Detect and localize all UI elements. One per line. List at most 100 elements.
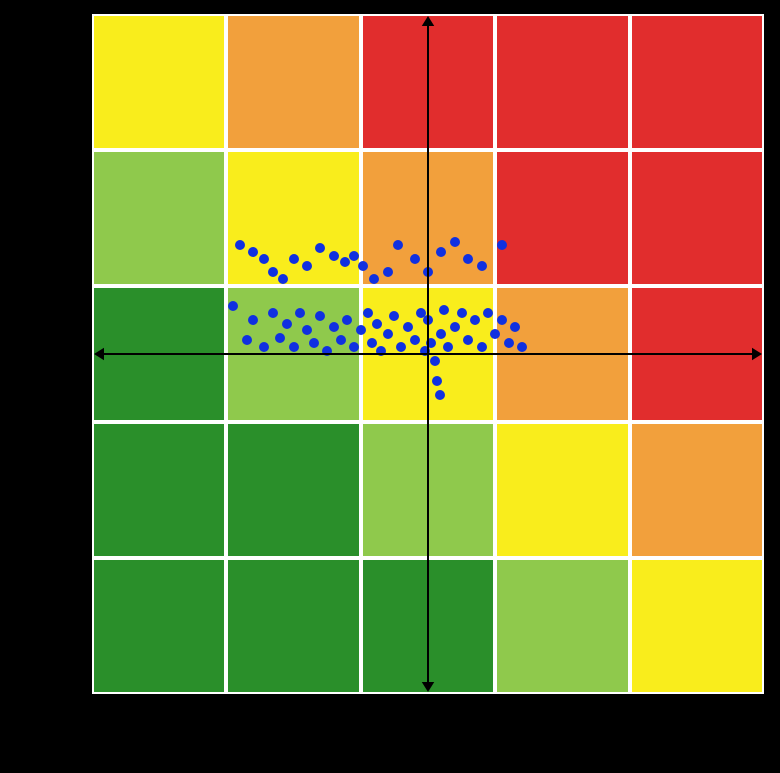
x-axis-title: 발생가능성	[378, 746, 478, 765]
risk-cell	[497, 288, 627, 420]
risk-cell	[632, 152, 762, 284]
data-point	[295, 308, 305, 318]
data-point	[436, 247, 446, 257]
data-point	[336, 335, 346, 345]
data-point	[497, 240, 507, 250]
data-point	[439, 305, 449, 315]
risk-cell	[94, 16, 224, 148]
risk-cell	[497, 560, 627, 692]
data-point	[435, 390, 445, 400]
data-point	[477, 261, 487, 271]
data-point	[259, 254, 269, 264]
data-point	[410, 254, 420, 264]
data-point	[450, 237, 460, 247]
risk-cell	[363, 424, 493, 556]
data-point	[342, 315, 352, 325]
data-point	[383, 267, 393, 277]
data-point	[450, 322, 460, 332]
risk-cell	[363, 560, 493, 692]
plot-area	[92, 14, 764, 694]
data-point	[315, 243, 325, 253]
risk-cell	[632, 288, 762, 420]
data-point	[477, 342, 487, 352]
data-point	[289, 342, 299, 352]
data-point	[436, 329, 446, 339]
data-point	[426, 338, 436, 348]
data-point	[443, 342, 453, 352]
x-tick-label: 보통 (Possible) 3점	[361, 696, 495, 743]
risk-cell	[363, 16, 493, 148]
data-point	[235, 240, 245, 250]
risk-cell	[497, 16, 627, 148]
risk-cell	[94, 288, 224, 420]
data-point	[517, 342, 527, 352]
risk-cell	[497, 152, 627, 284]
risk-cell	[228, 560, 358, 692]
data-point	[315, 311, 325, 321]
data-point	[302, 325, 312, 335]
data-point	[369, 274, 379, 284]
risk-cell	[94, 152, 224, 284]
risk-cell	[497, 424, 627, 556]
risk-cell	[632, 16, 762, 148]
data-point	[329, 251, 339, 261]
data-point	[396, 342, 406, 352]
y-tick-label: 작음 (Minor) 2점	[40, 422, 88, 558]
risk-matrix-chart: 매우낮음 (Rare) 1점낮음 (Unlikely) 2점보통 (Possib…	[0, 0, 780, 773]
risk-cell	[228, 16, 358, 148]
data-point	[349, 251, 359, 261]
y-tick-label: 보통 (Moderate) 3점	[40, 286, 88, 422]
data-point	[248, 247, 258, 257]
data-point	[393, 240, 403, 250]
data-point	[423, 315, 433, 325]
data-point	[457, 308, 467, 318]
data-point	[322, 346, 332, 356]
data-point	[483, 308, 493, 318]
y-tick-label: 매우작음 (Almost minor) 1점	[40, 558, 88, 694]
data-point	[275, 333, 285, 343]
data-point	[383, 329, 393, 339]
x-tick-label: 높음 (Likely) 4점	[495, 696, 629, 743]
data-point	[329, 322, 339, 332]
data-point	[358, 261, 368, 271]
data-point	[302, 261, 312, 271]
data-point	[259, 342, 269, 352]
data-point	[278, 274, 288, 284]
data-point	[372, 319, 382, 329]
data-point	[228, 301, 238, 311]
data-point	[340, 257, 350, 267]
data-point	[504, 338, 514, 348]
risk-cell	[94, 560, 224, 692]
data-point	[497, 315, 507, 325]
data-point	[410, 335, 420, 345]
data-point	[268, 308, 278, 318]
data-point	[248, 315, 258, 325]
data-point	[430, 356, 440, 366]
data-point	[282, 319, 292, 329]
data-point	[309, 338, 319, 348]
y-tick-label: 매우큼 (Catastrophic) 5점	[40, 14, 88, 150]
x-tick-label: 낮음 (Unlikely) 2점	[226, 696, 360, 743]
y-tick-label: 큼 (Major) 4점	[40, 150, 88, 286]
data-point	[403, 322, 413, 332]
risk-cell	[363, 152, 493, 284]
data-point	[289, 254, 299, 264]
data-point	[490, 329, 500, 339]
risk-cell	[632, 424, 762, 556]
risk-cell	[94, 424, 224, 556]
data-point	[349, 342, 359, 352]
data-point	[268, 267, 278, 277]
risk-cell	[228, 152, 358, 284]
data-point	[356, 325, 366, 335]
y-axis-title: 영향의크기	[10, 284, 30, 424]
data-point	[242, 335, 252, 345]
risk-cell	[228, 424, 358, 556]
data-point	[363, 308, 373, 318]
risk-cell	[632, 560, 762, 692]
data-point	[376, 346, 386, 356]
data-point	[423, 267, 433, 277]
data-point	[367, 338, 377, 348]
data-point	[432, 376, 442, 386]
data-point	[463, 335, 473, 345]
x-tick-label: 매우낮음 (Rare) 1점	[92, 696, 226, 743]
